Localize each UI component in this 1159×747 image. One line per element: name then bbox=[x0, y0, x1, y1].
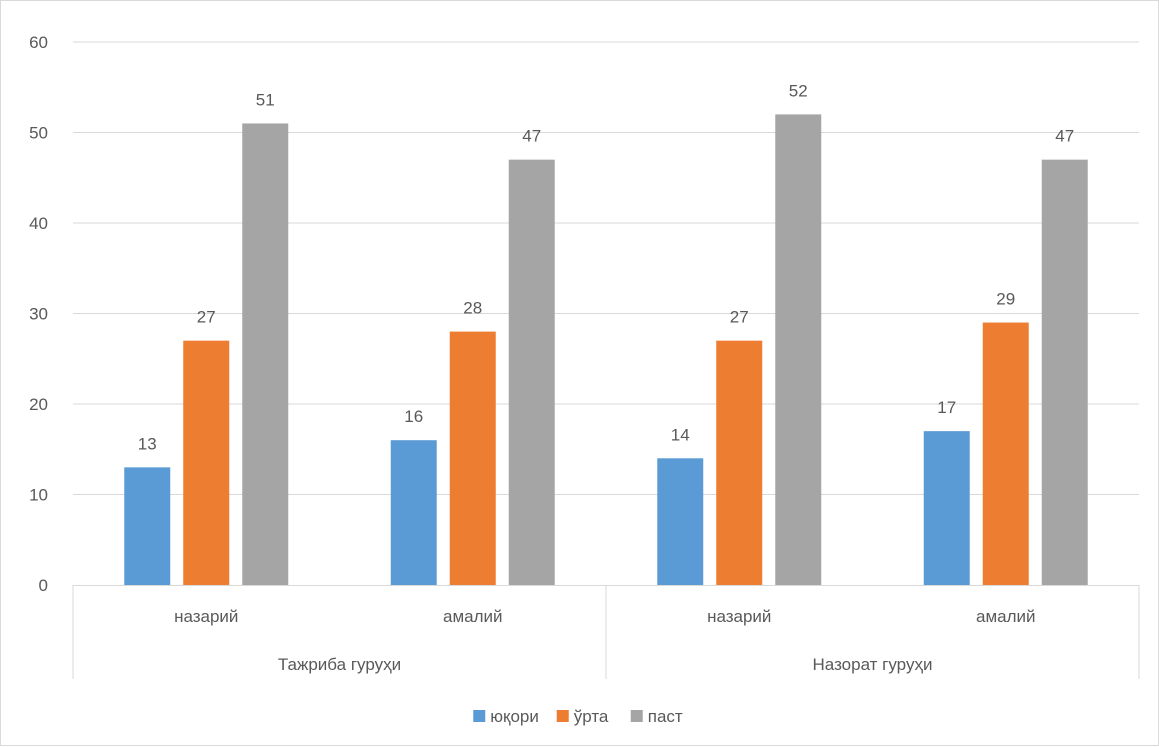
y-tick-label: 0 bbox=[39, 576, 48, 595]
y-tick-label: 50 bbox=[29, 124, 48, 143]
data-label: 52 bbox=[789, 81, 808, 100]
data-label: 13 bbox=[138, 434, 157, 453]
bar bbox=[775, 114, 822, 586]
category-label: амалий bbox=[443, 607, 503, 626]
category-label: назарий bbox=[707, 607, 771, 626]
bar bbox=[242, 123, 289, 585]
legend-label: ўрта bbox=[574, 707, 609, 726]
legend: юқори ўрта паст bbox=[473, 707, 683, 726]
category-label: амалий bbox=[976, 607, 1036, 626]
data-labels: 13 16 14 17 27 28 27 29 51 47 52 47 bbox=[138, 81, 1074, 453]
group-label: Тажриба гуруҳи bbox=[278, 655, 401, 674]
bar bbox=[982, 322, 1029, 585]
data-label: 51 bbox=[256, 90, 275, 109]
bar bbox=[124, 467, 171, 585]
legend-swatch bbox=[473, 710, 486, 722]
data-label: 47 bbox=[1055, 127, 1074, 146]
y-tick-label: 10 bbox=[29, 486, 48, 505]
legend-label: паст bbox=[648, 707, 683, 726]
bar bbox=[449, 331, 496, 585]
data-label: 27 bbox=[197, 308, 216, 327]
data-label: 17 bbox=[937, 398, 956, 417]
bar bbox=[657, 458, 704, 585]
bar bbox=[183, 340, 230, 585]
data-label: 28 bbox=[463, 299, 482, 318]
y-tick-label: 20 bbox=[29, 395, 48, 414]
y-tick-label: 60 bbox=[29, 33, 48, 52]
y-tick-label: 40 bbox=[29, 214, 48, 233]
bar bbox=[508, 159, 555, 585]
data-label: 29 bbox=[996, 290, 1015, 309]
group-label: Назорат гуруҳи bbox=[813, 655, 933, 674]
bar bbox=[923, 431, 970, 585]
legend-swatch bbox=[630, 710, 643, 722]
y-tick-label: 30 bbox=[29, 305, 48, 324]
data-label: 14 bbox=[671, 425, 690, 444]
bar bbox=[716, 340, 763, 585]
data-label: 27 bbox=[730, 308, 749, 327]
bar bbox=[390, 440, 437, 585]
gridlines bbox=[73, 41, 1139, 495]
bar bbox=[1041, 159, 1088, 585]
y-axis-tick-labels: 0 10 20 30 40 50 60 bbox=[29, 33, 48, 595]
data-label: 16 bbox=[404, 407, 423, 426]
category-label: назарий bbox=[174, 607, 238, 626]
data-label: 47 bbox=[522, 127, 541, 146]
bars bbox=[124, 114, 1088, 586]
legend-swatch bbox=[556, 710, 569, 722]
legend-label: юқори bbox=[490, 707, 539, 726]
x-axis: назарий амалий назарий амалий Тажриба гуруҳи… bbox=[72, 585, 1140, 679]
